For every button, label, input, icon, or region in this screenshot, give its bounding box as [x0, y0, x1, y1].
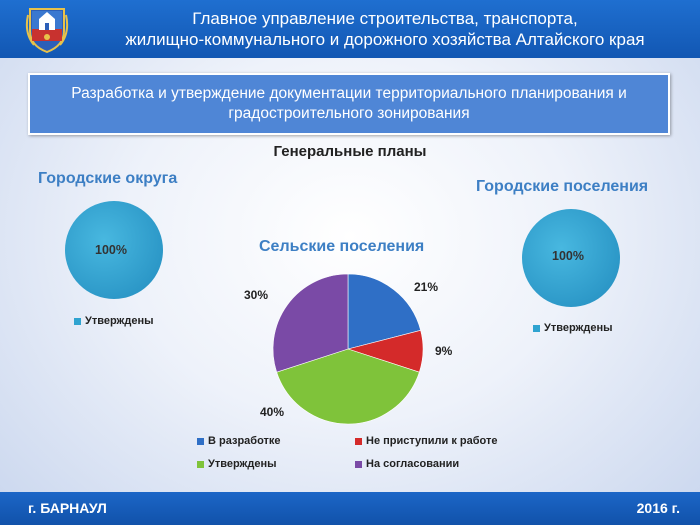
legend-item-approved: Утверждены: [197, 458, 276, 470]
legend-label: В разработке: [208, 435, 281, 447]
header-bar: Главное управление строительства, трансп…: [0, 0, 700, 58]
pie-slice-in-development: [347, 273, 422, 350]
legend-swatch: [355, 460, 362, 468]
legend-swatch: [355, 437, 362, 445]
pie-slice-approved: [276, 348, 420, 425]
pie-label-on-approval: 30%: [244, 288, 269, 302]
chart-title-city-districts: Городские округа: [38, 170, 178, 187]
pie-label-urban-settlements: 100%: [552, 249, 584, 263]
legend-label: Утверждены: [208, 458, 277, 470]
footer-city: г. БАРНАУЛ: [28, 500, 107, 516]
header-title: Главное управление строительства, трансп…: [80, 8, 690, 50]
pie-label-approved: 40%: [260, 405, 285, 419]
pie-slice-on-approval: [272, 273, 349, 373]
pie-slice-approved: [522, 209, 620, 307]
subheader-text: Разработка и утверждение документации те…: [71, 85, 627, 122]
legend-item-on-approval: На согласовании: [355, 458, 459, 470]
pie-slice-approved: [65, 201, 163, 299]
legend-item-in-development: В разработке: [197, 435, 281, 447]
pie-label-city-districts: 100%: [95, 243, 127, 257]
header-title-line2: жилищно-коммунального и дорожного хозяйс…: [125, 30, 645, 49]
legend-label: Утверждены: [544, 322, 613, 334]
legend-swatch: [533, 324, 540, 332]
legend-label: На согласовании: [366, 458, 460, 470]
legend-label: Утверждены: [85, 315, 154, 327]
section-title: Генеральные планы: [273, 143, 427, 160]
pie-chart-urban-settlements: [522, 209, 620, 307]
legend-label: Не приступили к работе: [366, 435, 498, 447]
legend-swatch: [197, 437, 204, 445]
pie-label-not-started: 9%: [435, 344, 453, 358]
pie-chart-city-districts: [65, 201, 163, 299]
pie-label-in-development: 21%: [414, 280, 439, 294]
legend-swatch: [74, 317, 81, 325]
pie-chart-rural-settlements: [272, 273, 424, 425]
chart-title-urban-settlements: Городские поселения: [476, 178, 649, 195]
subheader-box: Разработка и утверждение документации те…: [28, 73, 670, 135]
chart-title-rural-settlements: Сельские поселения: [259, 238, 425, 255]
legend-item-city-districts: Утверждены: [74, 315, 153, 327]
legend-swatch: [197, 460, 204, 468]
footer-bar: г. БАРНАУЛ 2016 г.: [0, 492, 700, 525]
legend-item-urban-settlements: Утверждены: [533, 322, 612, 334]
header-title-line1: Главное управление строительства, трансп…: [192, 9, 578, 28]
legend-item-not-started: Не приступили к работе: [355, 435, 498, 447]
coat-of-arms-icon: [25, 8, 69, 53]
footer-year: 2016 г.: [636, 500, 680, 516]
